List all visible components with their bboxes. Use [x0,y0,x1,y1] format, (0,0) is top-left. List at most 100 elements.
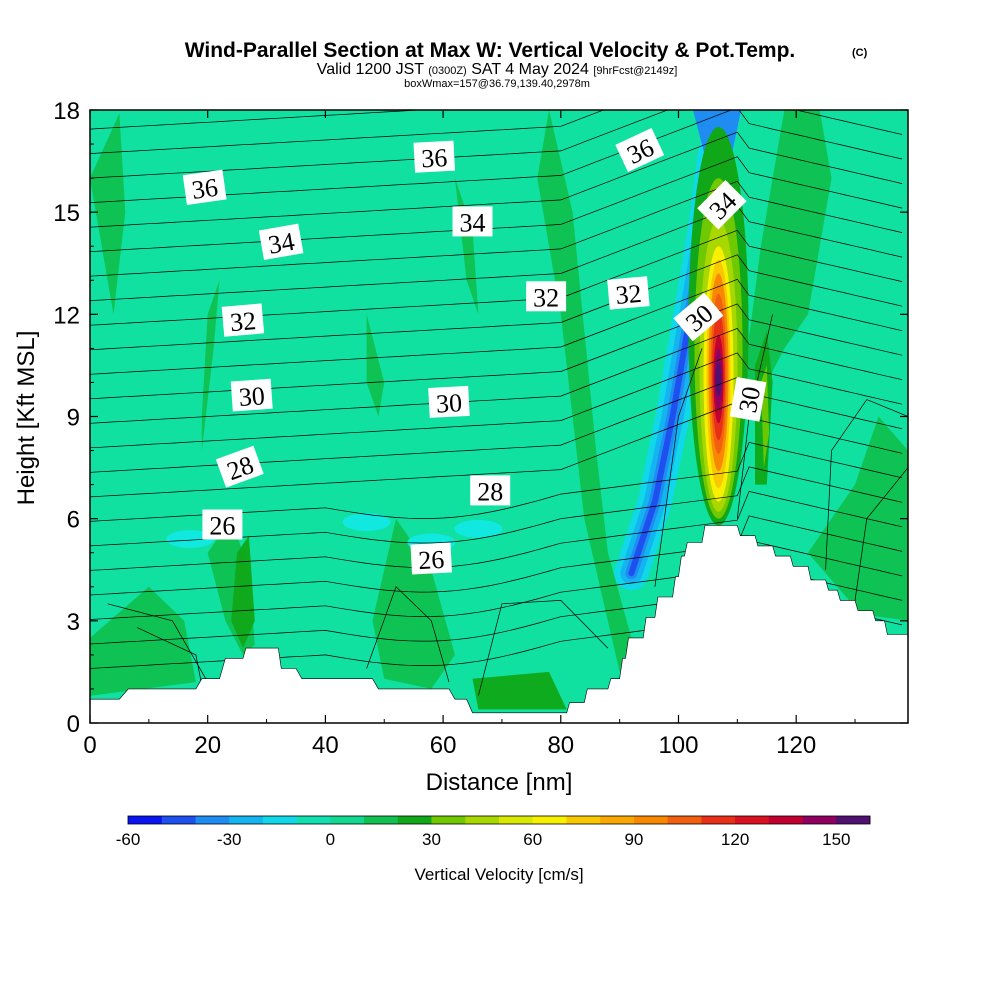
y-tick-label: 3 [67,609,80,636]
colorbar-swatch [600,816,635,824]
contour-label-text: 26 [209,512,235,541]
isentrope-line [90,540,903,620]
colorbar-swatch [161,816,196,824]
contour-label: 32 [526,281,567,312]
box-info: boxWmax=157@36.79,139.40,2978m [404,78,590,90]
x-axis: 0 20 40 60 80 100 120 [83,110,856,759]
isentrope-line [90,401,903,498]
colorbar-swatch [836,816,871,824]
x-tick-label: 0 [83,732,96,759]
y-tick-label: 18 [53,98,80,125]
contour-label-text: 30 [238,381,266,412]
utc-time: (0300Z) [428,65,467,77]
colorbar-swatch [802,816,837,824]
contour-label: 32 [221,303,265,337]
contour-label-box [215,445,264,488]
colorbar-swatch [330,816,365,824]
weak-velocity-bands [90,110,908,710]
x-tick-label: 120 [776,732,816,759]
colorbar-swatch [667,816,702,824]
contour-label-text: 30 [435,388,462,418]
velocity-band [90,113,126,315]
velocity-band [366,314,385,417]
contour-label: 36 [182,169,227,205]
isentrope-line [90,327,903,424]
colorbar-swatch [465,816,500,824]
y-tick-label: 12 [53,302,80,329]
weak-downdraft-patch [454,519,503,538]
contour-label-box [607,276,650,310]
x-tick-label: 20 [194,732,221,759]
velocity-contour [854,467,908,601]
weak-downdraft-patch [166,530,215,549]
contour-label: 36 [413,140,456,173]
colorbar-swatch [195,816,230,824]
colorbar-swatch [296,816,331,824]
isentrope-line [90,156,903,253]
colorbar-tick-label: 0 [326,830,335,849]
velocity-contour [825,399,908,570]
contour-label-box [413,140,456,173]
colorbar-swatch [128,816,163,824]
contour-label: 30 [230,378,273,412]
x-tick-label: 80 [547,732,574,759]
colorbar-tick-label: 150 [822,830,850,849]
contour-label: 34 [258,223,304,261]
contour-label-box [697,179,747,230]
colorbar-swatch [768,816,803,824]
contour-label-text: 32 [614,279,642,310]
contour-label: 28 [470,475,511,506]
colorbar-swatch [229,816,264,824]
contour-label-box [729,377,767,422]
contour-label: 34 [452,206,493,237]
contour-label-text: 36 [190,173,220,205]
contour-label: 26 [410,542,453,575]
colorbar-swatch [364,816,399,824]
isentrope-line [90,515,903,596]
contour-label-box [673,292,724,342]
terrain [90,525,908,723]
velocity-band [201,280,220,451]
updraft-core [688,127,749,526]
velocity-band [537,110,632,672]
colorbar-swatch [735,816,770,824]
velocity-band [231,535,255,649]
colorbar: -60 -30 0 30 60 90 120 150 [116,815,871,849]
y-tick-label: 6 [67,507,80,534]
colorbar-swatch [431,816,466,824]
updraft-contour [715,362,722,397]
velocity-contour [366,586,450,683]
contour-label-text: 36 [421,143,448,173]
contour-label: 30 [729,377,767,422]
velocity-contour [136,627,203,686]
isentrope-line [90,110,903,179]
contour-label-box [230,378,273,412]
isentrope-line [90,254,903,351]
weak-downdraft-patch [342,513,391,532]
velocity-contour [107,603,209,683]
contour-label-text: 28 [477,477,503,506]
contour-label-box [526,281,567,312]
isentrope-line [90,490,903,571]
forecast-info: [9hrFcst@2149z] [593,65,677,77]
velocity-contour [654,348,703,587]
colorbar-tick-label: 30 [422,830,441,849]
isentrope-line [90,110,903,154]
y-tick-label: 15 [53,200,80,227]
colorbar-swatch [499,816,534,824]
contour-label-box [182,169,227,205]
x-tick-label: 60 [430,732,457,759]
contour-label-box [410,542,453,575]
valid-prefix: Valid 1200 JST [317,61,425,78]
x-tick-label: 40 [312,732,339,759]
contour-label-box [615,127,665,173]
colorbar-tick-label: -30 [217,830,242,849]
colorbar-label: Vertical Velocity [cm/s] [414,865,583,884]
contour-label-text: 26 [418,545,445,575]
colorbar-swatch [262,816,297,824]
isentrope-line [90,303,903,400]
contour-label-box [202,509,243,540]
